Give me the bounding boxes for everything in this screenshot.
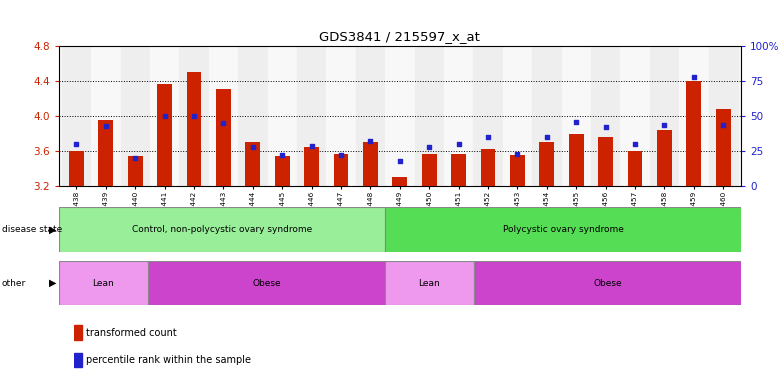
Title: GDS3841 / 215597_x_at: GDS3841 / 215597_x_at [319,30,481,43]
Text: transformed count: transformed count [86,328,177,338]
Text: Lean: Lean [419,279,441,288]
Bar [62,46,91,186]
Point [187,113,200,119]
Bar [650,46,679,186]
Bar [569,134,583,186]
Bar [209,46,238,186]
Bar [393,177,407,186]
Bar [561,46,591,186]
Bar [657,130,672,186]
Bar [385,46,415,186]
Bar [245,142,260,186]
Bar [385,261,474,305]
Bar [150,46,180,186]
Bar [474,46,503,186]
Point [540,134,553,140]
Text: Obese: Obese [593,279,622,288]
Bar [444,46,474,186]
Bar [385,207,741,252]
Bar [304,147,319,186]
Bar [356,46,385,186]
Point [276,152,289,159]
Text: other: other [2,279,26,288]
Point [423,144,435,150]
Bar [716,109,731,186]
Bar [216,89,230,186]
Point [246,144,259,150]
Bar [628,151,642,186]
Text: Polycystic ovary syndrome: Polycystic ovary syndrome [503,225,623,234]
Point [717,121,729,127]
Bar [99,120,113,186]
Point [100,123,112,129]
Bar [532,46,561,186]
Text: Control, non-polycystic ovary syndrome: Control, non-polycystic ovary syndrome [132,225,312,234]
Bar [679,46,709,186]
Bar [503,46,532,186]
Bar [158,84,172,186]
Point [599,124,612,131]
Bar [422,154,437,186]
Bar [363,142,378,186]
Text: ▶: ▶ [49,224,56,235]
Point [364,138,376,144]
Bar [69,151,84,186]
Bar [687,81,701,186]
Bar [598,137,613,186]
Bar [334,154,348,186]
Bar [59,207,385,252]
Bar [128,156,143,186]
Bar [238,46,267,186]
Bar [539,142,554,186]
Bar [74,353,82,367]
Point [71,141,82,147]
Text: disease state: disease state [2,225,62,234]
Bar [267,46,297,186]
Bar [620,46,650,186]
Point [659,121,671,127]
Bar [147,261,385,305]
Bar [297,46,326,186]
Point [335,152,347,159]
Bar [481,149,495,186]
Text: ▶: ▶ [49,278,56,288]
Point [481,134,494,140]
Bar [510,155,524,186]
Bar [452,154,466,186]
Point [394,158,406,164]
Point [158,113,171,119]
Bar [91,46,121,186]
Point [570,119,583,125]
Bar [59,261,147,305]
Point [217,120,230,126]
Bar [474,261,741,305]
Point [129,155,141,161]
Text: Lean: Lean [93,279,114,288]
Point [688,74,700,80]
Bar [275,156,289,186]
Point [305,142,318,149]
Bar [121,46,150,186]
Bar [180,46,209,186]
Bar [591,46,620,186]
Text: percentile rank within the sample: percentile rank within the sample [86,355,251,365]
Bar [415,46,444,186]
Bar [326,46,356,186]
Point [629,141,641,147]
Bar [709,46,738,186]
Text: Obese: Obese [252,279,281,288]
Bar [187,72,201,186]
Point [511,151,524,157]
Point [452,141,465,147]
Bar [74,325,82,340]
